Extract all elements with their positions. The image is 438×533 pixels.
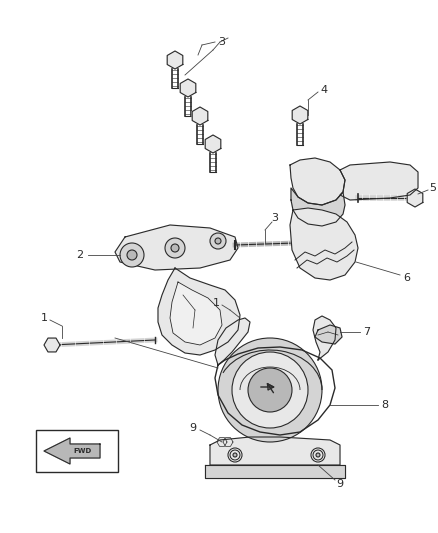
- Text: 9: 9: [190, 423, 197, 433]
- Circle shape: [232, 352, 308, 428]
- Text: 3: 3: [272, 213, 279, 223]
- FancyBboxPatch shape: [36, 430, 118, 472]
- Polygon shape: [205, 135, 221, 153]
- Text: FWD: FWD: [73, 448, 91, 454]
- Text: 8: 8: [381, 400, 389, 410]
- Circle shape: [210, 233, 226, 249]
- Circle shape: [218, 338, 322, 442]
- Polygon shape: [192, 107, 208, 125]
- Text: 4: 4: [321, 85, 328, 95]
- Polygon shape: [292, 106, 308, 124]
- Text: 3: 3: [219, 37, 226, 47]
- Text: 1: 1: [40, 313, 47, 323]
- Circle shape: [230, 450, 240, 460]
- Polygon shape: [205, 465, 345, 478]
- Polygon shape: [170, 282, 222, 345]
- Polygon shape: [217, 438, 227, 446]
- Polygon shape: [407, 189, 423, 207]
- Polygon shape: [44, 338, 60, 352]
- Polygon shape: [340, 162, 418, 200]
- Polygon shape: [290, 208, 358, 280]
- Circle shape: [127, 250, 137, 260]
- Circle shape: [215, 238, 221, 244]
- Circle shape: [171, 244, 179, 252]
- Text: 7: 7: [364, 327, 371, 337]
- Polygon shape: [313, 316, 336, 360]
- Polygon shape: [158, 268, 240, 355]
- Text: 9: 9: [336, 479, 343, 489]
- Circle shape: [233, 453, 237, 457]
- Polygon shape: [115, 225, 238, 270]
- Polygon shape: [291, 188, 345, 226]
- Ellipse shape: [380, 174, 400, 186]
- Polygon shape: [315, 325, 342, 344]
- Polygon shape: [223, 438, 233, 446]
- Polygon shape: [290, 158, 345, 205]
- Circle shape: [316, 453, 320, 457]
- Polygon shape: [44, 438, 100, 464]
- Polygon shape: [210, 437, 340, 465]
- Text: 6: 6: [403, 273, 410, 283]
- Polygon shape: [180, 79, 196, 97]
- Circle shape: [228, 448, 242, 462]
- Circle shape: [311, 448, 325, 462]
- Text: 2: 2: [77, 250, 84, 260]
- Circle shape: [248, 368, 292, 412]
- Text: 1: 1: [212, 298, 219, 308]
- Circle shape: [165, 238, 185, 258]
- Polygon shape: [167, 51, 183, 69]
- Circle shape: [313, 450, 323, 460]
- Text: 5: 5: [430, 183, 437, 193]
- Polygon shape: [215, 318, 250, 365]
- Circle shape: [120, 243, 144, 267]
